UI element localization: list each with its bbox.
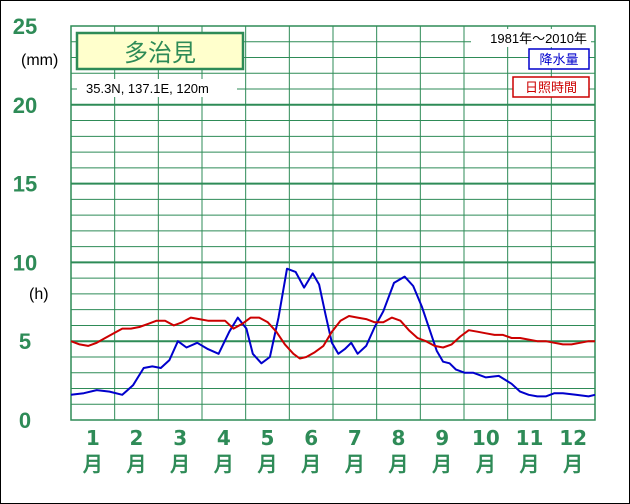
month-number-label: 11 [516,426,544,450]
station-coords: 35.3N, 137.1E, 120m [86,81,209,96]
month-suffix-label: 月 [344,452,365,476]
month-suffix-label: 月 [562,452,583,476]
month-number-label: 10 [472,426,500,450]
legend-sun-label: 日照時間 [525,81,577,96]
month-number-label: 6 [304,426,318,450]
series-precipitation-line [70,267,596,398]
y-tick-label: 25 [13,14,37,39]
y-tick-label: 0 [19,408,31,433]
month-suffix-label: 月 [213,452,234,476]
month-suffix-label: 月 [82,452,103,476]
month-number-label: 5 [261,426,275,450]
month-number-label: 9 [435,426,449,450]
period-label: 1981年〜2010年 [490,31,587,46]
month-suffix-label: 月 [388,452,409,476]
y-tick-labels: 0 5 10 15 20 25 [13,14,37,433]
month-number-label: 8 [392,426,406,450]
month-suffix-label: 月 [126,452,147,476]
series-sunshine-line [70,315,595,360]
legend-sun-box [512,76,590,98]
month-suffix-label: 月 [519,452,540,476]
month-number-label: 1 [86,426,100,450]
y-tick-label: 15 [13,172,37,197]
y-tick-label: 20 [13,93,37,118]
month-number-label: 3 [173,426,187,450]
month-suffix-label: 月 [475,452,496,476]
month-number-label: 7 [348,426,362,450]
legend-precip-label: 降水量 [539,53,578,68]
y-tick-label: 5 [19,329,31,354]
y-unit-mm: (mm) [21,52,58,69]
station-name-box [75,31,245,71]
period-bg [471,29,591,47]
legend-precip-box [528,48,590,70]
month-number-label: 2 [130,426,144,450]
y-unit-h: (h) [29,286,49,303]
coords-bg [77,79,237,97]
station-name: 多治見 [124,39,196,67]
month-suffix-label: 月 [431,452,452,476]
month-number-label: 4 [217,426,231,450]
y-tick-label: 10 [13,250,37,275]
series-layer [70,267,596,398]
month-suffix-label: 月 [169,452,190,476]
month-suffix-label: 月 [300,452,321,476]
month-suffix-label: 月 [257,452,278,476]
month-number-label: 12 [559,426,587,450]
